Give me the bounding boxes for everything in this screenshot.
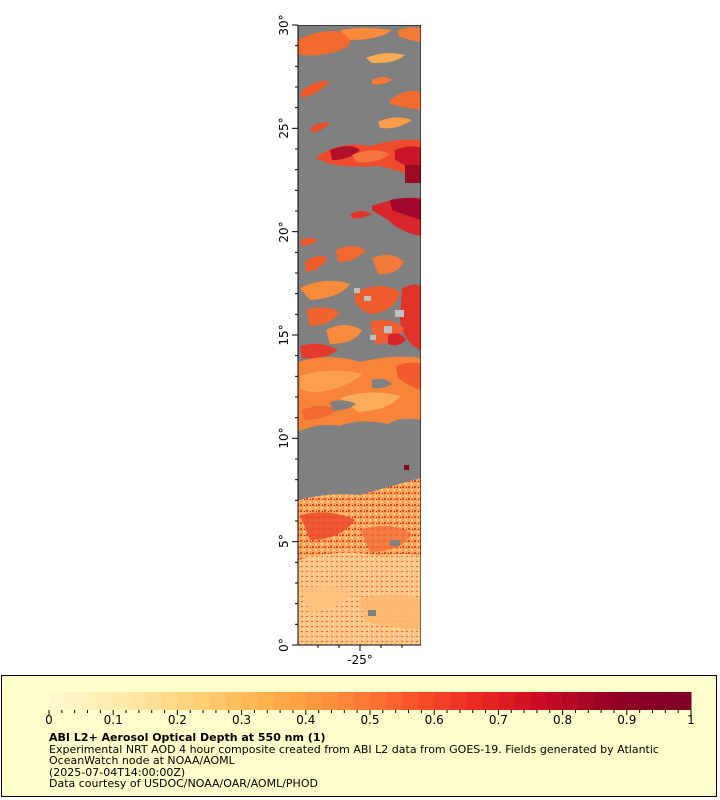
map-panel — [298, 25, 421, 645]
colorbar-label: 0.8 — [553, 713, 572, 727]
colorbar-cell — [289, 692, 307, 710]
colorbar-ticks — [48, 710, 692, 715]
lat-label-5: 5° — [277, 534, 291, 548]
colorbar-cell — [594, 692, 612, 710]
legend-title: ABI L2+ Aerosol Optical Depth at 550 nm … — [49, 731, 326, 744]
colorbar-cell — [321, 692, 339, 710]
colorbar-cell — [498, 692, 515, 710]
aod-map: 0° 5° 10° 15° 20° 25° 30° -25° — [277, 14, 421, 667]
lat-label-0: 0° — [277, 638, 291, 652]
aerosol-field-20n — [300, 197, 421, 246]
legend-timestamp: (2025-07-04T14:00:00Z) — [49, 765, 186, 779]
aerosol-field-12n — [298, 356, 421, 432]
colorbar-cell — [241, 692, 259, 710]
colorbar-label: 0.1 — [104, 713, 123, 727]
aerosol-field-south — [298, 465, 421, 645]
lat-label-30: 30° — [277, 14, 291, 35]
aerosol-field-24n — [315, 139, 421, 183]
colorbar-cell — [450, 692, 467, 710]
colorbar-cell — [193, 692, 210, 710]
lat-label-25: 25° — [277, 117, 291, 138]
colorbar-cell — [626, 692, 644, 710]
colorbar-cell — [530, 692, 548, 710]
colorbar-cell — [418, 692, 435, 710]
legend-credit: Data courtesy of USDOC/NOAA/OAR/AOML/PHO… — [49, 777, 318, 790]
colorbar-cell — [129, 692, 146, 710]
colorbar-cell — [257, 692, 275, 710]
legend-text: ABI L2+ Aerosol Optical Depth at 550 nm … — [49, 732, 709, 790]
colorbar-cell — [97, 692, 114, 710]
latitude-axis: 0° 5° 10° 15° 20° 25° 30° — [277, 14, 299, 652]
aerosol-field-north — [298, 27, 421, 132]
colorbar-cells — [49, 692, 692, 710]
colorbar-cell — [674, 692, 692, 710]
colorbar-cell — [273, 692, 291, 710]
colorbar-label: 1 — [687, 713, 695, 727]
colorbar-cell — [49, 692, 66, 710]
colorbar-cell — [482, 692, 499, 710]
lon-label: -25° — [347, 653, 373, 667]
colorbar-label: 0.5 — [360, 713, 379, 727]
colorbar-cell — [65, 692, 82, 710]
colorbar-cell — [337, 692, 355, 710]
colorbar-cell — [386, 692, 403, 710]
colorbar-cell — [113, 692, 130, 710]
longitude-axis: -25° — [298, 644, 421, 667]
colorbar-label: 0.9 — [617, 713, 636, 727]
colorbar-cell — [177, 692, 194, 710]
legend-panel: 0 0.1 0.2 0.3 0.4 0.5 0.6 0.7 0.8 0.9 1 ABI L2+ Ae… — [1, 675, 717, 797]
colorbar-cell — [466, 692, 483, 710]
colorbar-cell — [209, 692, 227, 710]
lat-label-20: 20° — [277, 221, 291, 242]
colorbar-label: 0.3 — [232, 713, 251, 727]
colorbar-label: 0.2 — [168, 713, 187, 727]
colorbar-cell — [546, 692, 564, 710]
colorbar-labels: 0 0.1 0.2 0.3 0.4 0.5 0.6 0.7 0.8 0.9 1 — [45, 713, 695, 727]
colorbar-label: 0 — [45, 713, 53, 727]
aerosol-field-17n — [300, 246, 421, 359]
colorbar-cell — [161, 692, 178, 710]
colorbar-label: 0.4 — [296, 713, 315, 727]
colorbar-cell — [81, 692, 98, 710]
colorbar-cell — [402, 692, 419, 710]
colorbar-label: 0.7 — [489, 713, 508, 727]
colorbar: 0 0.1 0.2 0.3 0.4 0.5 0.6 0.7 0.8 0.9 1 — [45, 692, 695, 727]
colorbar-cell — [305, 692, 323, 710]
colorbar-cell — [562, 692, 580, 710]
colorbar-cell — [514, 692, 531, 710]
lat-label-15: 15° — [277, 324, 291, 345]
colorbar-cell — [225, 692, 243, 710]
legend-description: Experimental NRT AOD 4 hour composite cr… — [49, 742, 659, 767]
colorbar-cell — [642, 692, 660, 710]
colorbar-cell — [658, 692, 676, 710]
latitude-labels: 0° 5° 10° 15° 20° 25° 30° — [277, 14, 291, 651]
colorbar-cell — [370, 692, 387, 710]
colorbar-cell — [610, 692, 628, 710]
latitude-ticks — [292, 24, 298, 646]
colorbar-cell — [145, 692, 162, 710]
colorbar-cell — [353, 692, 371, 710]
lat-label-10: 10° — [277, 427, 291, 448]
colorbar-label: 0.6 — [425, 713, 444, 727]
colorbar-cell — [434, 692, 451, 710]
colorbar-cell — [578, 692, 596, 710]
